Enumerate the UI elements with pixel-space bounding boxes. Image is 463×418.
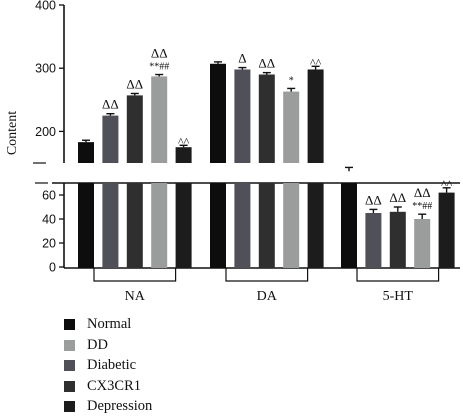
y-tick-label-upper: 400 [35, 0, 56, 13]
significance-label: **## [149, 62, 169, 73]
bar-lower-part [258, 183, 275, 268]
bar [258, 74, 275, 163]
group-brackets: NA DA 5-HT [93, 268, 440, 304]
legend-label: CX3CR1 [87, 377, 141, 394]
bar [389, 211, 406, 268]
legend-label: Diabetic [87, 357, 137, 373]
y-tick-label-lower: 40 [42, 213, 56, 227]
y-tick-label-upper: 200 [35, 125, 56, 139]
bar-lower-part [102, 183, 119, 268]
bar [102, 115, 119, 163]
significance-label: ΔΔ [102, 97, 119, 112]
bar-lower-part [307, 183, 324, 268]
bar [210, 63, 226, 163]
significance-label: ΔΔ [258, 56, 275, 71]
group-label: 5-HT [383, 289, 414, 304]
significance-label: ΔΔ [365, 192, 382, 207]
bar [78, 142, 94, 163]
bar-lower-part [78, 183, 94, 268]
bar [126, 95, 143, 163]
bar [234, 69, 251, 163]
group-bracket [225, 268, 309, 282]
bar-lower-part [210, 183, 226, 268]
y-tick-label-lower: 20 [42, 237, 56, 251]
legend-label: Depression [87, 398, 153, 414]
bar-lower-part [234, 183, 251, 268]
bar [175, 147, 192, 163]
bar [151, 76, 168, 163]
significance-label: **## [412, 201, 432, 212]
bar [365, 213, 382, 268]
legend-swatch [64, 360, 75, 371]
y-tick-label-upper: 300 [35, 62, 56, 76]
significance-label: ^^ [178, 134, 190, 148]
significance-label: ΔΔ [389, 190, 406, 205]
legend-label: Normal [87, 316, 132, 332]
bar-lower-part [283, 183, 300, 268]
group-label: NA [125, 289, 146, 304]
bar-lower-part [341, 183, 357, 268]
legend-swatch [64, 401, 75, 412]
y-tick-label-lower: 0 [49, 261, 56, 275]
bar [283, 91, 300, 163]
y-tick-label-lower: 60 [42, 189, 56, 203]
bar [438, 192, 455, 268]
group-bracket [356, 268, 440, 282]
significance-label: Δ [238, 51, 246, 66]
group-label: DA [257, 289, 278, 304]
bar [414, 219, 431, 268]
legend-swatch [64, 380, 75, 392]
significance-label: ΔΔ [126, 76, 143, 91]
legend-swatch [64, 319, 75, 330]
bar-lower-part [175, 183, 192, 268]
group-bracket [93, 268, 177, 282]
significance-label: * [289, 75, 294, 86]
legend-swatch [64, 339, 75, 351]
significance-label: ΔΔ [414, 185, 431, 200]
legend-label: DD [87, 336, 108, 353]
bar-lower-part [126, 183, 143, 268]
bar-lower-part [151, 183, 168, 268]
bar [307, 69, 324, 163]
significance-label: ^^ [441, 177, 453, 191]
significance-label: ^^ [310, 55, 322, 69]
y-axis-label: Content [5, 111, 20, 155]
bars [78, 61, 455, 268]
significance-label: ΔΔ [151, 46, 168, 61]
